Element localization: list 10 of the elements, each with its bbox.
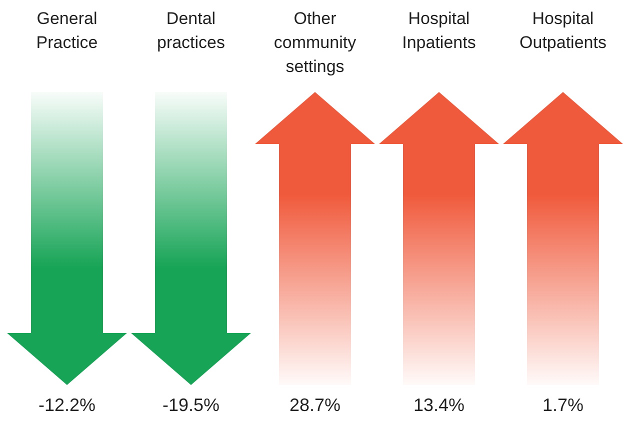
- data-label: -19.5%: [162, 395, 220, 415]
- data-label: 13.4%: [413, 395, 465, 415]
- category-label: Other community settings: [274, 9, 357, 76]
- data-label: 1.7%: [542, 395, 584, 415]
- category-label: Dental practices: [156, 9, 226, 52]
- category-label: Hospital Inpatients: [402, 9, 476, 52]
- category-label: General Practice: [36, 9, 98, 52]
- category-label: Hospital Outpatients: [520, 9, 606, 52]
- data-label: 28.7%: [289, 395, 341, 415]
- data-label: -12.2%: [38, 395, 96, 415]
